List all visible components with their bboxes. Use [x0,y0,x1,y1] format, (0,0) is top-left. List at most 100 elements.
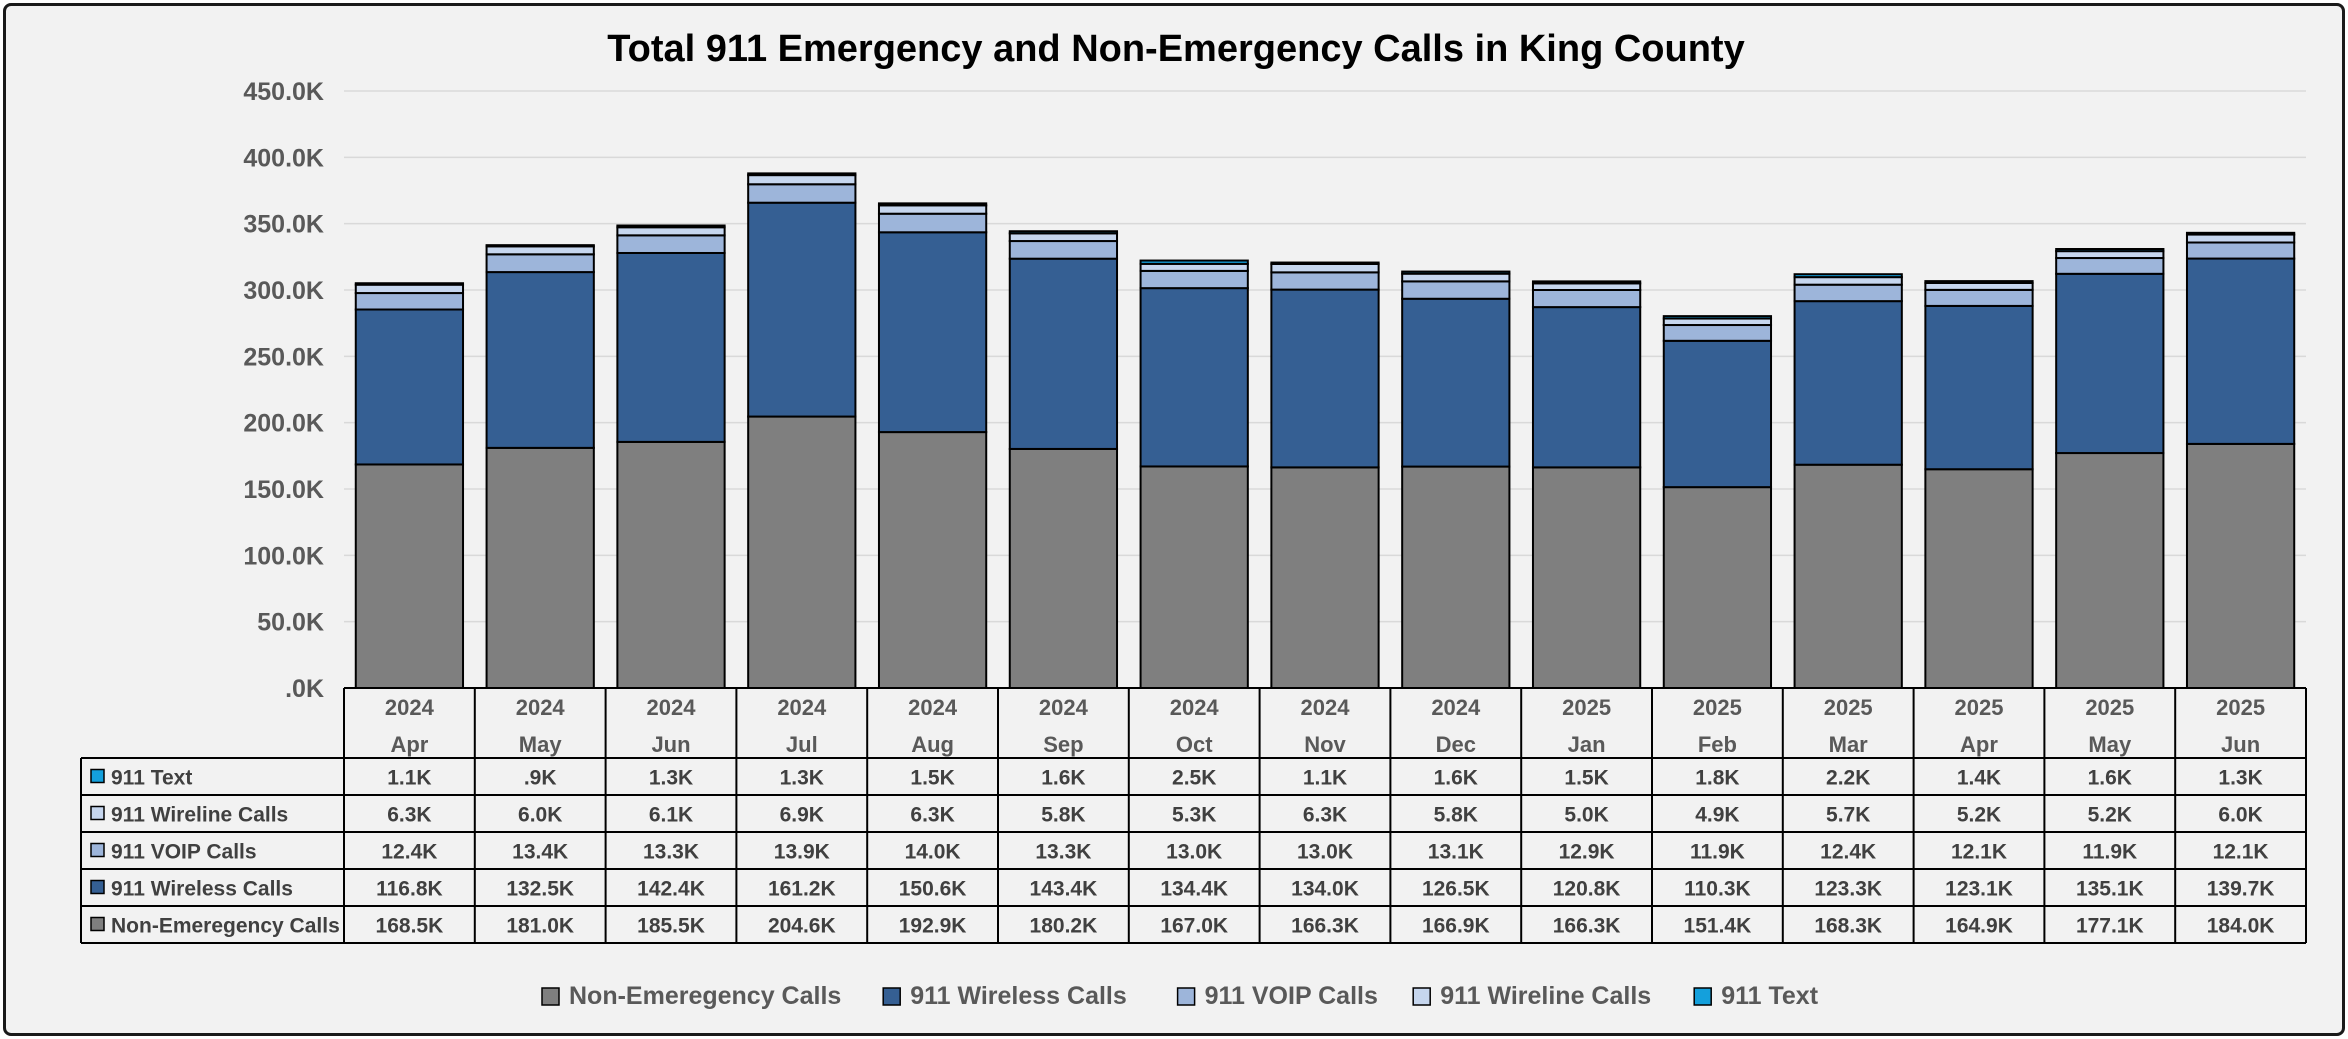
bar-segment [616,226,726,237]
table-cell-value: 168.3K [1814,915,1882,938]
bar-segment [1401,280,1511,300]
x-category-year: 2024 [647,695,697,720]
table-legend-key [90,768,105,784]
x-category-month: Apr [1960,732,1998,757]
y-tick-label: 250.0K [243,343,324,371]
x-category-year: 2025 [2085,695,2134,720]
table-cell-value: 164.9K [1945,915,2013,938]
table-row-label: 911 Wireless Calls [111,878,293,901]
x-category-year: 2025 [1824,695,1873,720]
bar-segment [616,224,726,229]
bar-segment [2185,233,2296,244]
x-category-month: Mar [1829,732,1869,757]
bars [354,172,2296,690]
table-cell-value: 1.5K [1564,767,1608,790]
table-cell-value: 166.3K [1291,915,1359,938]
table-cell-value: 180.2K [1030,915,1098,938]
x-category-month: Jan [1568,732,1606,757]
table-cell-value: 184.0K [2207,915,2275,938]
x-category-year: 2025 [1693,695,1742,720]
table-cell-value: 5.2K [1957,804,2001,827]
table-cell-value: 1.1K [1303,767,1347,790]
bar-segment [1924,288,2034,307]
table-cell-value: 12.4K [1820,841,1876,864]
table-cell-value: 14.0K [905,841,961,864]
table-cell-value: 13.4K [512,841,568,864]
table-cell-value: 204.6K [768,915,836,938]
table-cell-value: 6.3K [1303,804,1347,827]
legend-item: 911 VOIP Calls [1176,982,1378,1010]
bar-segment [485,244,595,248]
x-category-month: Oct [1176,732,1213,757]
table-cell-value: 1.3K [649,767,693,790]
table-row-label: 911 Text [111,767,192,790]
bar-segment [1793,283,1903,303]
table-cell-value: 12.1K [1951,841,2007,864]
data-table: 2024 Apr 2024 May 2024 Jun 2024 Jul 2024 Aug 2024 S… [80,687,2307,944]
y-tick-label: 450.0K [243,78,324,106]
y-axis-ticks: .0K 50.0K 100.0K 150.0K 200.0K 250.0K 300.0K 35… [243,78,324,703]
table-legend-key [90,879,105,895]
bar-segment [354,283,465,295]
x-category-month: Jul [786,732,818,757]
bar-segment [877,204,988,215]
table-cell-value: 13.0K [1166,841,1222,864]
table-cell-value: 2.2K [1826,767,1870,790]
chart-title: Total 911 Emergency and Non-Emergency Ca… [607,28,1744,70]
x-category-month: Dec [1436,732,1476,757]
table-cell-value: 1.1K [387,767,431,790]
table-cell-value: 139.7K [2207,878,2275,901]
chart-frame: Total 911 Emergency and Non-Emergency Ca… [3,3,2345,1036]
table-cell-value: 4.9K [1695,804,1739,827]
bar-segment [1270,261,1380,265]
table-cell-value: 116.8K [376,878,443,901]
table-cell-value: 11.9K [1690,841,1745,864]
x-category-year: 2025 [1955,695,2004,720]
table-cell-value: 151.4K [1684,915,1752,938]
bar-segment [1139,262,1249,272]
bar-segment [2055,452,2165,689]
table-cell-value: 150.6K [899,878,967,901]
bar-segment [1008,257,1119,450]
legend-label: 911 Wireline Calls [1440,982,1651,1010]
legend-item: 911 Wireline Calls [1412,982,1651,1010]
bar-segment [2055,272,2165,455]
bar-segment [1793,463,1903,689]
table-cell-value: 5.7K [1826,804,1870,827]
x-category-month: Jun [2221,732,2260,757]
bar-segment [1270,466,1380,689]
table-cell-value: 142.4K [637,878,705,901]
bar-segment [1662,324,1773,342]
table-cell-value: 181.0K [506,915,574,938]
legend-label: 911 Text [1721,982,1819,1010]
bar-segment [1008,230,1119,235]
bar-segment [485,446,595,689]
bar-segment [354,282,465,286]
table-cell-value: 5.8K [1041,804,1085,827]
bar-segment [2185,241,2296,260]
bar-segment [877,431,988,689]
table-cell-value: 1.5K [910,767,954,790]
bar-segment [1793,300,1903,466]
x-category-month: Sep [1043,732,1083,757]
table-cell-value: 1.8K [1695,767,1739,790]
table-cell-value: 161.2K [768,878,836,901]
bar-segment [1270,271,1380,291]
bar-segment [1531,289,1642,309]
x-category-month: Apr [390,732,428,757]
table-cell-value: 1.4K [1957,767,2001,790]
bar-segment [1270,288,1380,469]
table-cell-value: 12.1K [2213,841,2269,864]
table-row-label: 911 Wireline Calls [111,804,288,827]
bar-segment [485,253,595,274]
bar-segment [485,271,595,449]
y-tick-label: 300.0K [243,277,324,305]
bar-segment [747,415,857,689]
y-tick-label: .0K [285,675,324,703]
table-cell-value: 177.1K [2076,915,2144,938]
table-row-label: Non-Emeregency Calls [111,915,340,938]
y-tick-label: 50.0K [257,609,324,637]
bar-segment [1401,297,1511,468]
x-category-month: May [519,732,563,757]
x-category-month: Nov [1304,732,1346,757]
